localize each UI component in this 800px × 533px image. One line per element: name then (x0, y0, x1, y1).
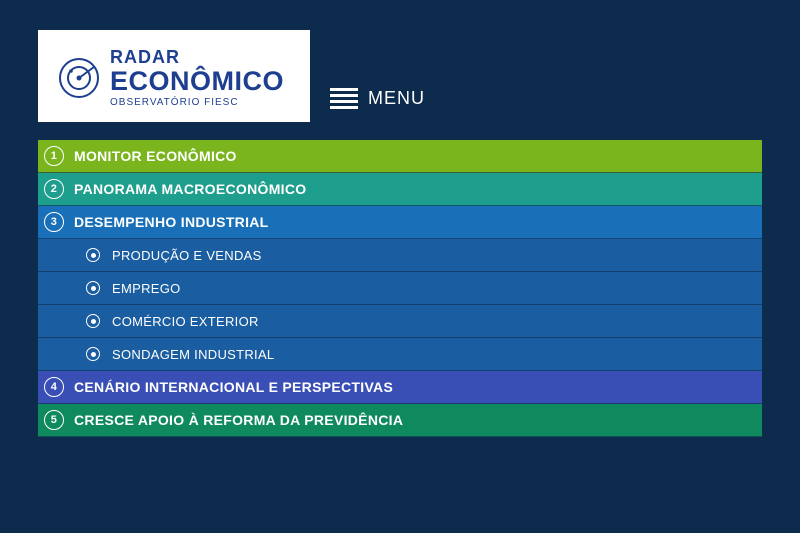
menu-item-label: CENÁRIO INTERNACIONAL E PERSPECTIVAS (74, 379, 393, 395)
menu-item-label: PRODUÇÃO E VENDAS (112, 248, 262, 263)
menu-subitem[interactable]: EMPREGO (38, 272, 762, 305)
radar-icon (58, 57, 100, 99)
menu-item-number: 2 (44, 179, 64, 199)
brand-logo: RADAR ECONÔMICO OBSERVATÓRIO FIESC (38, 30, 310, 122)
menu-item-label: MONITOR ECONÔMICO (74, 148, 237, 164)
menu-item-label: SONDAGEM INDUSTRIAL (112, 347, 274, 362)
menu-item-number: 4 (44, 377, 64, 397)
brand-subtitle: OBSERVATÓRIO FIESC (110, 97, 284, 108)
menu-item-4[interactable]: 4 CENÁRIO INTERNACIONAL E PERSPECTIVAS (38, 371, 762, 404)
menu-item-5[interactable]: 5 CRESCE APOIO À REFORMA DA PREVIDÊNCIA (38, 404, 762, 437)
menu-toggle-label: MENU (368, 88, 425, 109)
menu-toggle-button[interactable]: MENU (330, 85, 425, 112)
menu-item-1[interactable]: 1 MONITOR ECONÔMICO (38, 140, 762, 173)
menu-item-label: COMÉRCIO EXTERIOR (112, 314, 259, 329)
brand-mid-line: ECONÔMICO (110, 67, 284, 95)
menu-item-number: 3 (44, 212, 64, 232)
menu-item-label: EMPREGO (112, 281, 181, 296)
header: RADAR ECONÔMICO OBSERVATÓRIO FIESC MENU (0, 0, 800, 140)
bullet-icon (86, 248, 100, 262)
menu-item-number: 5 (44, 410, 64, 430)
menu-list: 1 MONITOR ECONÔMICO 2 PANORAMA MACROECON… (0, 140, 800, 437)
brand-top-line: RADAR (110, 48, 284, 67)
menu-item-3[interactable]: 3 DESEMPENHO INDUSTRIAL (38, 206, 762, 239)
menu-subitem[interactable]: COMÉRCIO EXTERIOR (38, 305, 762, 338)
bullet-icon (86, 281, 100, 295)
menu-item-label: CRESCE APOIO À REFORMA DA PREVIDÊNCIA (74, 412, 403, 428)
hamburger-icon (330, 85, 358, 112)
menu-item-number: 1 (44, 146, 64, 166)
menu-subitem[interactable]: SONDAGEM INDUSTRIAL (38, 338, 762, 371)
bullet-icon (86, 314, 100, 328)
menu-item-label: DESEMPENHO INDUSTRIAL (74, 214, 269, 230)
brand-text: RADAR ECONÔMICO OBSERVATÓRIO FIESC (110, 48, 284, 108)
menu-subitem[interactable]: PRODUÇÃO E VENDAS (38, 239, 762, 272)
menu-item-2[interactable]: 2 PANORAMA MACROECONÔMICO (38, 173, 762, 206)
bullet-icon (86, 347, 100, 361)
menu-item-label: PANORAMA MACROECONÔMICO (74, 181, 306, 197)
